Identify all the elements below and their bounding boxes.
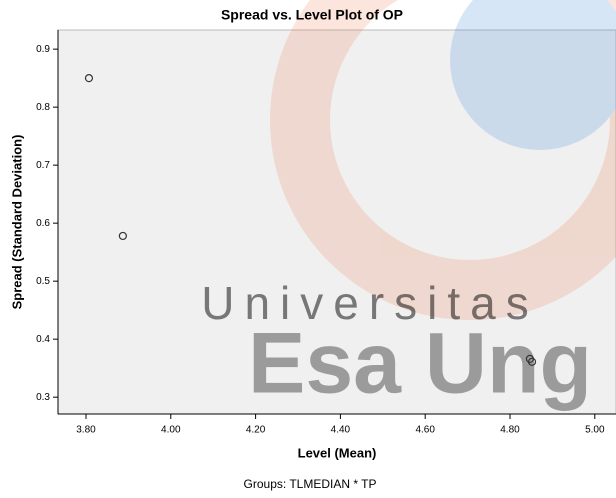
- x-tick-label: 4.80: [500, 425, 520, 436]
- y-tick-label: 0.6: [36, 218, 50, 229]
- x-tick-label: 4.40: [331, 425, 351, 436]
- x-tick-label: 4.60: [415, 425, 435, 436]
- chart: Universitas Esa Ung Spread vs. Level Plo…: [0, 0, 616, 498]
- y-axis-label: Spread (Standard Deviation): [9, 135, 24, 310]
- y-tick-label: 0.3: [36, 392, 50, 403]
- y-tick-label: 0.7: [36, 160, 50, 171]
- x-tick-label: 4.20: [246, 425, 266, 436]
- y-tick-label: 0.5: [36, 276, 50, 287]
- chart-title: Spread vs. Level Plot of OP: [221, 7, 403, 23]
- x-tick-label: 3.80: [76, 425, 96, 436]
- watermark-text: Esa Ung: [248, 316, 592, 412]
- x-axis-label: Level (Mean): [298, 445, 377, 460]
- annotation: Groups: TLMEDIAN * TP: [244, 477, 377, 491]
- y-tick-label: 0.4: [36, 334, 50, 345]
- x-tick-label: 5.00: [585, 425, 605, 436]
- y-tick-label: 0.9: [36, 44, 50, 55]
- y-tick-label: 0.8: [36, 102, 50, 113]
- x-tick-label: 4.00: [161, 425, 181, 436]
